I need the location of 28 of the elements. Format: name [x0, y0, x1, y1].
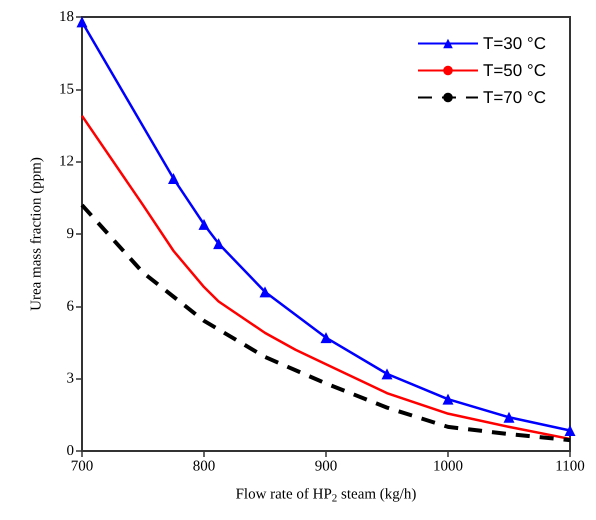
y-tick-label: 0: [66, 443, 74, 459]
y-tick-label: 18: [59, 9, 74, 25]
point: [168, 173, 179, 184]
point: [382, 368, 392, 380]
legend-label: T=70 °C: [482, 88, 546, 107]
point: [198, 218, 210, 230]
point: [442, 394, 454, 405]
x-tick-label: 800: [192, 458, 216, 474]
point: [320, 332, 332, 344]
legend-label: T=30 °C: [482, 34, 546, 53]
point: [564, 425, 576, 436]
line-series: [80, 114, 572, 440]
x-tick-label: 700: [70, 458, 94, 474]
line-series: [80, 203, 572, 442]
y-tick-label: 6: [66, 298, 74, 314]
y-tick-label: 15: [59, 81, 74, 98]
legend-label: T=50 °C: [482, 61, 546, 80]
y-axis-title: Urea mass fraction (ppm): [28, 157, 44, 311]
y-tick-label: 3: [66, 370, 74, 387]
y-tick-label: 12: [59, 154, 74, 170]
y-tick-label: 9: [66, 226, 74, 242]
x-tick-label: 1000: [433, 458, 463, 474]
point: [504, 412, 514, 423]
x-tick-label: 1100: [555, 458, 585, 474]
point: [260, 286, 270, 298]
x-tick-label: 900: [314, 458, 338, 474]
point: [76, 16, 88, 28]
point: [213, 238, 224, 250]
